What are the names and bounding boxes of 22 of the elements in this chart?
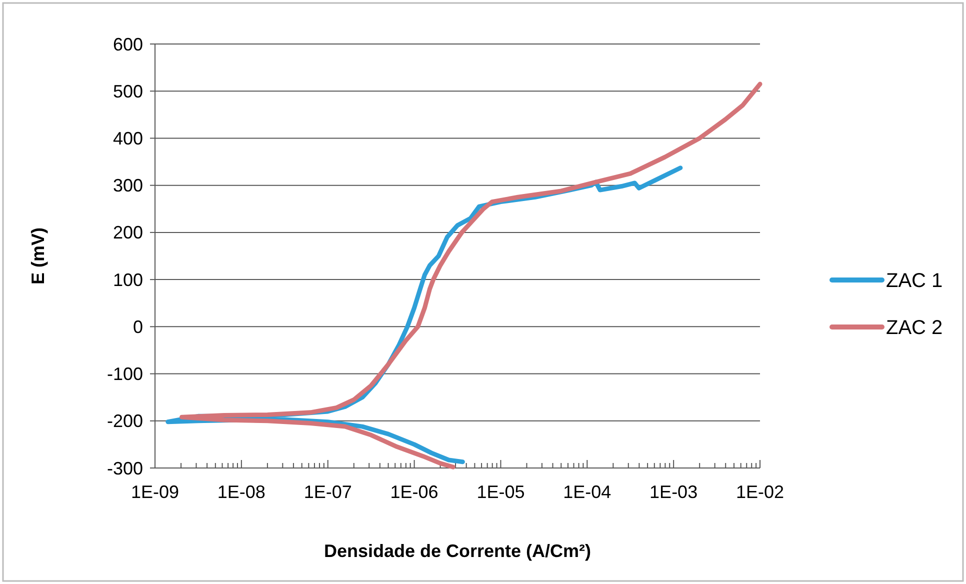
y-tick-label: 200 xyxy=(112,222,143,243)
y-tick-label: -100 xyxy=(106,364,143,384)
x-tick-label: 1E-09 xyxy=(130,482,180,502)
y-axis-title: E (mV) xyxy=(28,227,48,285)
y-tick-label: 500 xyxy=(112,81,143,102)
x-tick-label: 1E-08 xyxy=(217,482,266,502)
y-tick-label: 600 xyxy=(112,34,143,54)
x-tick-label: 1E-02 xyxy=(736,482,784,502)
y-tick-label: 400 xyxy=(112,128,143,149)
x-tick-label: 1E-04 xyxy=(563,482,612,502)
y-tick-label: 300 xyxy=(112,176,143,196)
legend-label: ZAC 1 xyxy=(886,270,943,292)
x-tick-label: 1E-07 xyxy=(304,482,352,502)
y-tick-label: -300 xyxy=(106,458,143,478)
y-tick-label: -200 xyxy=(106,411,143,432)
x-axis-title: Densidade de Corrente (A/Cm²) xyxy=(324,541,592,561)
legend-label: ZAC 2 xyxy=(886,317,943,339)
x-tick-label: 1E-05 xyxy=(476,482,525,502)
y-tick-label: 100 xyxy=(112,270,143,290)
y-tick-label: 0 xyxy=(132,316,143,337)
x-tick-label: 1E-06 xyxy=(390,482,438,502)
x-tick-label: 1E-03 xyxy=(650,482,698,502)
